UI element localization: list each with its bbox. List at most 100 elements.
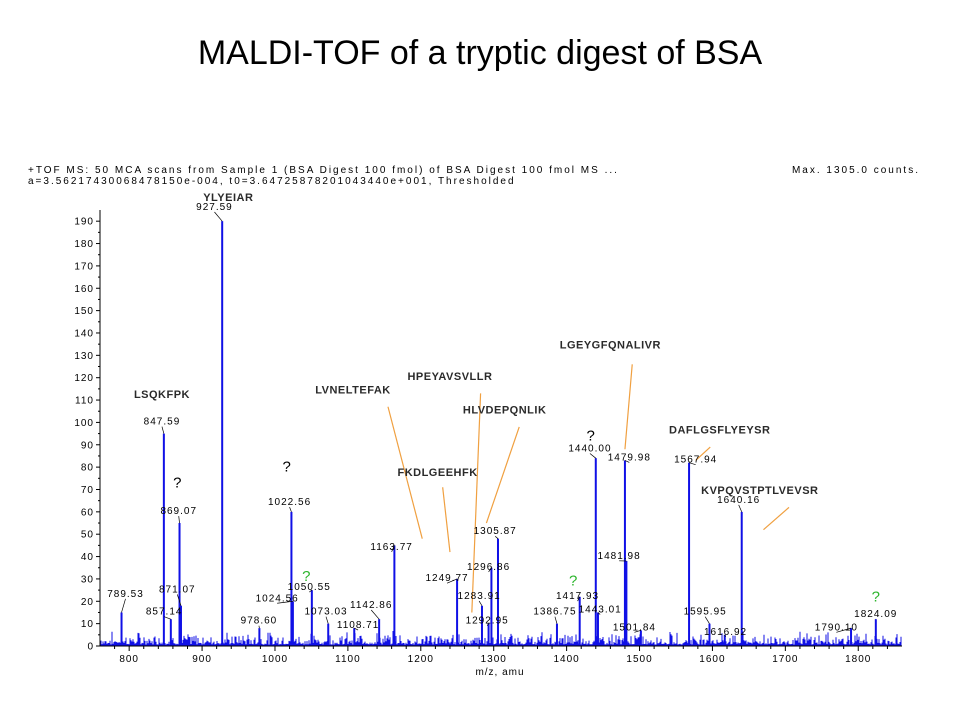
x-tick-label-5: 1300 — [481, 654, 507, 665]
unknown-peak-mark-2: ? — [587, 427, 595, 444]
y-tick-label-18: 180 — [74, 239, 94, 250]
sequence-labels: YLYEIAR LSQKFPK LVNELTEFAK FKDLGEEHFK HPEYAV… — [134, 192, 818, 497]
peak-leader-30 — [836, 627, 852, 633]
x-tick-label-6: 1400 — [553, 654, 579, 665]
peak-leader-14 — [446, 578, 458, 584]
peak-leader-22 — [597, 612, 601, 615]
peak-label-0: 789.53 — [107, 589, 144, 600]
sequence-pointer-4 — [471, 393, 482, 613]
peak-leader-16 — [486, 623, 489, 626]
peak-label-5: 927.59 — [196, 202, 233, 213]
peak-label-2: 857.14 — [146, 607, 183, 618]
peak-label-25: 1501.84 — [613, 622, 656, 633]
peak-leader-10 — [325, 616, 329, 624]
peak-label-30: 1790.10 — [815, 622, 858, 633]
sequence-pointer-8 — [763, 506, 790, 531]
peak-label-11: 1108.71 — [337, 620, 379, 631]
y-tick-label-14: 140 — [74, 328, 94, 339]
slide-title: MALDI-TOF of a tryptic digest of BSA — [197, 34, 763, 72]
y-tick-label-5: 50 — [81, 530, 94, 541]
peak-leader-13 — [391, 545, 395, 552]
peak-label-12: 1142.86 — [350, 600, 392, 611]
peak-label-19: 1386.75 — [533, 607, 576, 618]
peak-leader-0 — [121, 598, 126, 613]
y-tick-label-19: 190 — [74, 217, 94, 228]
x-tick-label-4: 1200 — [408, 654, 434, 665]
y-tick-label-17: 170 — [74, 261, 94, 272]
peak-label-18: 1305.87 — [474, 526, 517, 537]
unknown-peak-mark-1: ? — [282, 459, 290, 476]
max-counts-label: Max. 1305.0 counts. — [792, 165, 920, 176]
y-tick-label-4: 40 — [81, 552, 94, 563]
sequence-label-4: HPEYAVSVLLR — [407, 371, 492, 383]
spectrum-peaks — [120, 221, 877, 646]
peak-leader-8 — [277, 600, 293, 604]
axes — [96, 210, 902, 651]
peak-label-13: 1163.77 — [370, 542, 412, 553]
tick-labels: 0 10 20 30 40 50 60 70 80 90 100 110 120 130 140 150 160… — [74, 217, 870, 665]
peak-leader-15 — [478, 600, 483, 606]
peak-leader-18 — [494, 535, 499, 539]
peak-leader-25 — [634, 630, 641, 633]
peak-leader-17 — [488, 567, 492, 573]
spectrum-header-line1: +TOF MS: 50 MCA scans from Sample 1 (BSA… — [28, 165, 619, 176]
peak-leader-26 — [688, 462, 696, 465]
peak-label-16: 1292.95 — [466, 616, 509, 627]
peak-leader-1 — [161, 426, 165, 434]
y-tick-label-11: 110 — [75, 396, 94, 407]
y-tick-label-1: 10 — [81, 619, 94, 630]
peak-leader-11 — [354, 627, 359, 631]
peak-leader-21 — [589, 453, 597, 459]
peak-leader-5 — [214, 211, 223, 222]
y-tick-label-10: 100 — [74, 418, 94, 429]
peak-label-6: 978.60 — [241, 616, 278, 627]
spectrum-header-line2: a=3.56217430068478150e-004, t0=3.6472587… — [28, 176, 516, 187]
peak-label-22: 1443.01 — [579, 604, 622, 615]
peak-leader-27 — [704, 616, 710, 624]
sequence-label-1: LSQKFPK — [134, 389, 190, 401]
peak-label-15: 1283.91 — [458, 591, 501, 602]
peak-label-28: 1616.92 — [704, 627, 747, 638]
peak-leader-19 — [554, 616, 558, 624]
sequence-pointer-5 — [485, 426, 520, 524]
y-tick-label-12: 120 — [74, 373, 94, 384]
peak-label-9: 1050.55 — [288, 582, 331, 593]
sequence-pointer-6 — [624, 364, 633, 450]
peak-label-4: 871.07 — [159, 584, 196, 595]
peak-label-7: 1022.56 — [268, 497, 311, 508]
peak-labels: 789.53 847.59 857.14 869.07 871.07 927.59 978.… — [107, 202, 896, 638]
unknown-peak-mark-3: ? — [302, 568, 310, 585]
y-tick-label-3: 30 — [81, 574, 94, 585]
peak-label-23: 1479.98 — [608, 452, 651, 463]
peak-label-21: 1440.00 — [568, 443, 611, 454]
x-tick-label-3: 1100 — [335, 654, 361, 665]
sequence-label-6: LGEYGFQNALIVR — [560, 340, 661, 352]
x-tick-label-0: 800 — [119, 654, 139, 665]
peak-leader-9 — [309, 589, 313, 593]
sequence-pointer-3 — [442, 487, 451, 553]
sequence-annotation-lines — [387, 364, 790, 613]
peak-label-10: 1073.03 — [304, 607, 347, 618]
peak-label-26: 1567.94 — [674, 455, 717, 466]
peak-leader-3 — [178, 516, 180, 524]
unknown-peak-mark-0: ? — [173, 474, 181, 491]
peak-label-1: 847.59 — [144, 417, 181, 428]
peak-leader-23 — [624, 460, 630, 463]
noise-trace — [100, 631, 902, 646]
x-tick-label-1: 900 — [192, 654, 212, 665]
peak-label-3: 869.07 — [160, 506, 197, 517]
y-tick-label-15: 150 — [74, 306, 94, 317]
sequence-label-8: KVPQVSTPTLVEVSR — [701, 485, 818, 497]
y-tick-label-16: 160 — [74, 284, 94, 295]
x-axis-label: m/z, amu — [475, 667, 524, 678]
x-tick-label-2: 1000 — [262, 654, 288, 665]
peak-label-27: 1595.95 — [684, 607, 727, 618]
sequence-label-3: FKDLGEEHFK — [397, 467, 477, 479]
peak-leader-29 — [738, 504, 743, 512]
peak-leader-12 — [370, 609, 380, 620]
y-tick-label-6: 60 — [81, 507, 94, 518]
x-tick-label-7: 1500 — [626, 654, 652, 665]
sequence-pointer-7 — [695, 446, 711, 461]
sequence-label-7: DAFLGSFLYEYSR — [669, 425, 770, 437]
sequence-label-0: YLYEIAR — [203, 192, 253, 204]
